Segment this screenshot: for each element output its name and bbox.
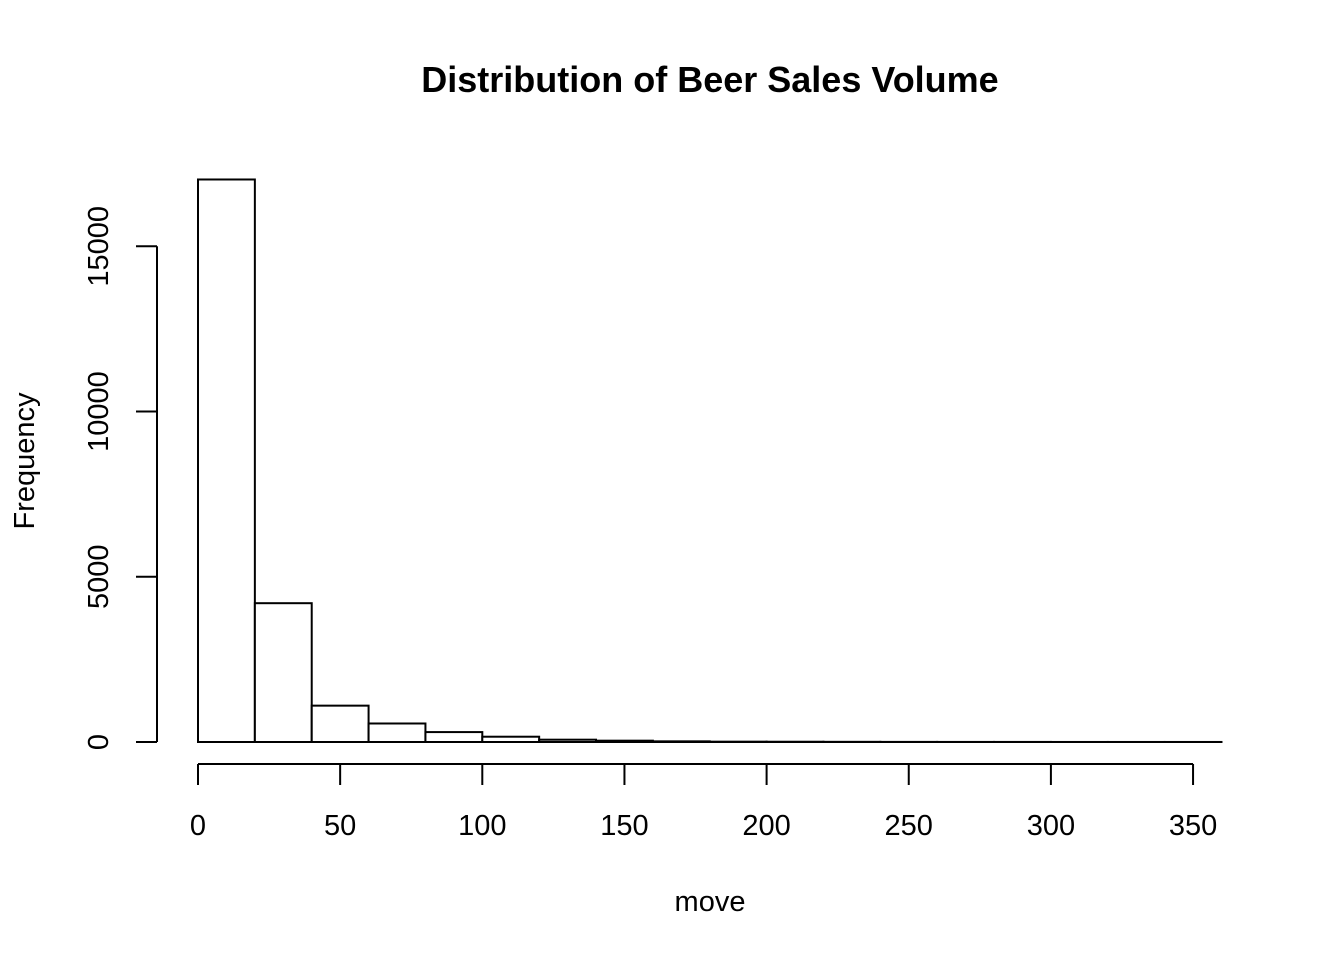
y-axis: 0 5000 10000 15000 bbox=[83, 206, 158, 750]
histogram-bar bbox=[595, 739, 654, 743]
chart-title: Distribution of Beer Sales Volume bbox=[421, 59, 998, 100]
y-axis-label: Frequency bbox=[9, 392, 41, 530]
histogram-bar bbox=[367, 722, 427, 744]
histogram-bar bbox=[310, 704, 370, 744]
x-tick-label: 200 bbox=[742, 810, 790, 842]
x-tick-label: 100 bbox=[458, 810, 506, 842]
x-tick-label: 0 bbox=[190, 810, 206, 842]
bars-group bbox=[197, 178, 1223, 744]
y-tick-label: 5000 bbox=[83, 544, 115, 609]
histogram-bar bbox=[424, 731, 484, 744]
y-tick-label: 0 bbox=[83, 734, 115, 750]
x-tick-label: 350 bbox=[1169, 810, 1217, 842]
x-tick-label: 250 bbox=[885, 810, 933, 842]
x-axis: 0 50 100 150 200 250 300 350 bbox=[190, 763, 1217, 842]
y-tick-label: 10000 bbox=[83, 371, 115, 452]
x-tick-label: 50 bbox=[324, 810, 356, 842]
histogram-bar bbox=[538, 738, 598, 744]
histogram-bar bbox=[253, 602, 313, 743]
y-tick-label: 15000 bbox=[83, 206, 115, 287]
x-tick-label: 150 bbox=[600, 810, 648, 842]
x-tick-label: 300 bbox=[1027, 810, 1075, 842]
histogram-bar bbox=[481, 735, 541, 743]
histogram-bar bbox=[197, 178, 256, 743]
histogram-bar bbox=[651, 740, 711, 743]
x-axis-label: move bbox=[675, 886, 746, 918]
